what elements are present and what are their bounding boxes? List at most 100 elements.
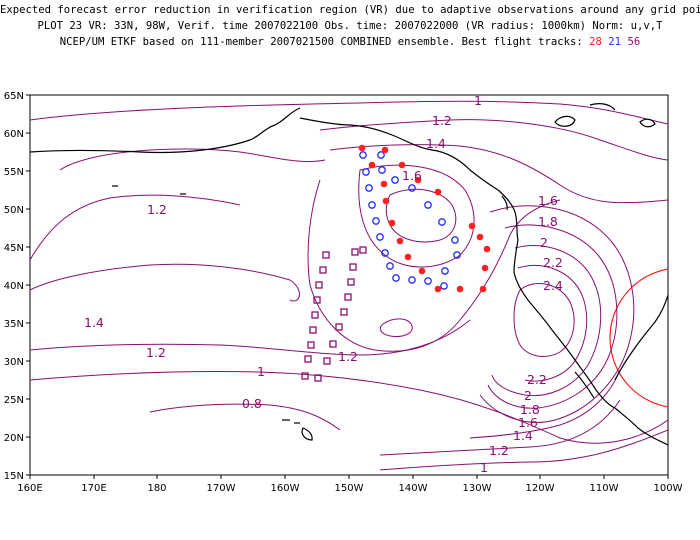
contour-labels: 1 1.2 1.4 1.6 1.2 1.6 1.8 2 2.2 2.4 1.4 … (84, 93, 563, 475)
purple-marker (304, 355, 312, 363)
purple-marker (319, 266, 327, 274)
blue-track (359, 151, 461, 290)
red-marker (388, 219, 396, 227)
contour-1-8-central (385, 188, 457, 243)
lat-label: 55N (4, 167, 24, 178)
lat-labels: 65N 60N 55N 50N 45N 40N 35N 30N 25N 20N … (4, 91, 24, 482)
lon-label: 180 (147, 483, 166, 494)
contour-label: 1 (257, 364, 265, 379)
coast-islands-1 (554, 115, 576, 127)
lat-label: 45N (4, 243, 24, 254)
coast-bc (497, 189, 519, 241)
plot-area (30, 100, 668, 471)
contour-1-2-south (30, 319, 471, 356)
coast-california (551, 329, 616, 409)
red-marker (468, 222, 476, 230)
purple-marker (314, 374, 322, 382)
blue-marker (368, 201, 376, 209)
blue-marker (365, 184, 373, 192)
contour-label: 1.2 (432, 113, 452, 128)
lat-label: 30N (4, 357, 24, 368)
contour-1-4-south-b (469, 369, 621, 439)
contour-label: 1.2 (146, 345, 166, 360)
lat-label: 15N (4, 471, 24, 482)
track-purple-label: 56 (627, 36, 641, 48)
red-marker (380, 180, 388, 188)
coast-islands-4 (501, 195, 508, 211)
coast-alaska-south (299, 117, 499, 191)
lon-label: 130W (463, 483, 492, 494)
blue-marker (377, 151, 385, 159)
blue-marker (391, 176, 399, 184)
lat-label: 65N (4, 91, 24, 102)
contour-label: 2.2 (527, 372, 547, 387)
lon-label: 160W (271, 483, 300, 494)
purple-marker (329, 340, 337, 348)
purple-marker (323, 357, 331, 365)
contour-2-4-se (513, 283, 575, 357)
coast-east-cut (614, 294, 668, 381)
contour-label: 1.6 (402, 168, 422, 183)
blue-marker (372, 217, 380, 225)
contour-label: 1 (480, 460, 488, 475)
contour-label: 1.8 (520, 402, 540, 417)
contour-label: 2 (540, 235, 548, 250)
blue-marker (453, 251, 461, 259)
contour-1-2-north (319, 119, 668, 161)
coast-hawaii-3 (301, 427, 313, 441)
verification-region-circle (609, 268, 668, 408)
contour-1-2-west (59, 148, 326, 171)
coast-mexico (614, 407, 668, 446)
contour-label: 1.4 (426, 136, 446, 151)
coast-baja (574, 371, 595, 399)
blue-marker (362, 168, 370, 176)
contour-1-north (30, 100, 668, 125)
header-line-3-prefix: NCEP/UM ETKF based on 111-member 2007021… (59, 36, 590, 48)
blue-marker (440, 282, 448, 290)
header-line-3: NCEP/UM ETKF based on 111-member 2007021… (0, 34, 700, 50)
blue-marker (378, 166, 386, 174)
coast-islands-3 (589, 103, 616, 111)
red-marker (414, 176, 422, 184)
lat-label: 35N (4, 319, 24, 330)
purple-marker (322, 251, 330, 259)
contour-label: 1.2 (147, 202, 167, 217)
blue-marker (441, 267, 449, 275)
blue-marker (376, 233, 384, 241)
contour-1-6-outer (307, 179, 561, 352)
lat-label: 60N (4, 129, 24, 140)
lon-label: 110W (590, 483, 619, 494)
contour-label: 1.2 (489, 443, 509, 458)
contour-label: 1.2 (338, 349, 358, 364)
lon-label: 100W (654, 483, 683, 494)
purple-track (301, 246, 367, 382)
coastlines (30, 103, 668, 446)
purple-marker (309, 326, 317, 334)
axis-ticks (26, 94, 669, 479)
header-line-1: Expected forecast error reduction in ver… (0, 4, 700, 16)
red-marker (481, 264, 489, 272)
red-track (358, 144, 491, 293)
red-marker (434, 188, 442, 196)
contour-label: 1.4 (513, 428, 533, 443)
red-marker (479, 285, 487, 293)
chart-header: Expected forecast error reduction in ver… (0, 2, 700, 50)
contour-0-8-south (149, 403, 341, 431)
contour-1-2-west-b (30, 194, 241, 261)
blue-marker (408, 184, 416, 192)
purple-marker (359, 246, 367, 254)
lat-label: 40N (4, 281, 24, 292)
contour-1-4-west (30, 263, 300, 302)
red-marker (404, 253, 412, 261)
header-line-2: PLOT 23 VR: 33N, 98W, Verif. time 200702… (37, 20, 663, 32)
contour-label: 1.4 (84, 315, 104, 330)
red-marker (381, 146, 389, 154)
purple-marker (313, 296, 321, 304)
red-marker (434, 285, 442, 293)
blue-marker (438, 218, 446, 226)
purple-marker (335, 323, 343, 331)
contour-lines (30, 100, 668, 471)
contour-label: 2 (524, 388, 532, 403)
lon-label: 160E (17, 483, 42, 494)
